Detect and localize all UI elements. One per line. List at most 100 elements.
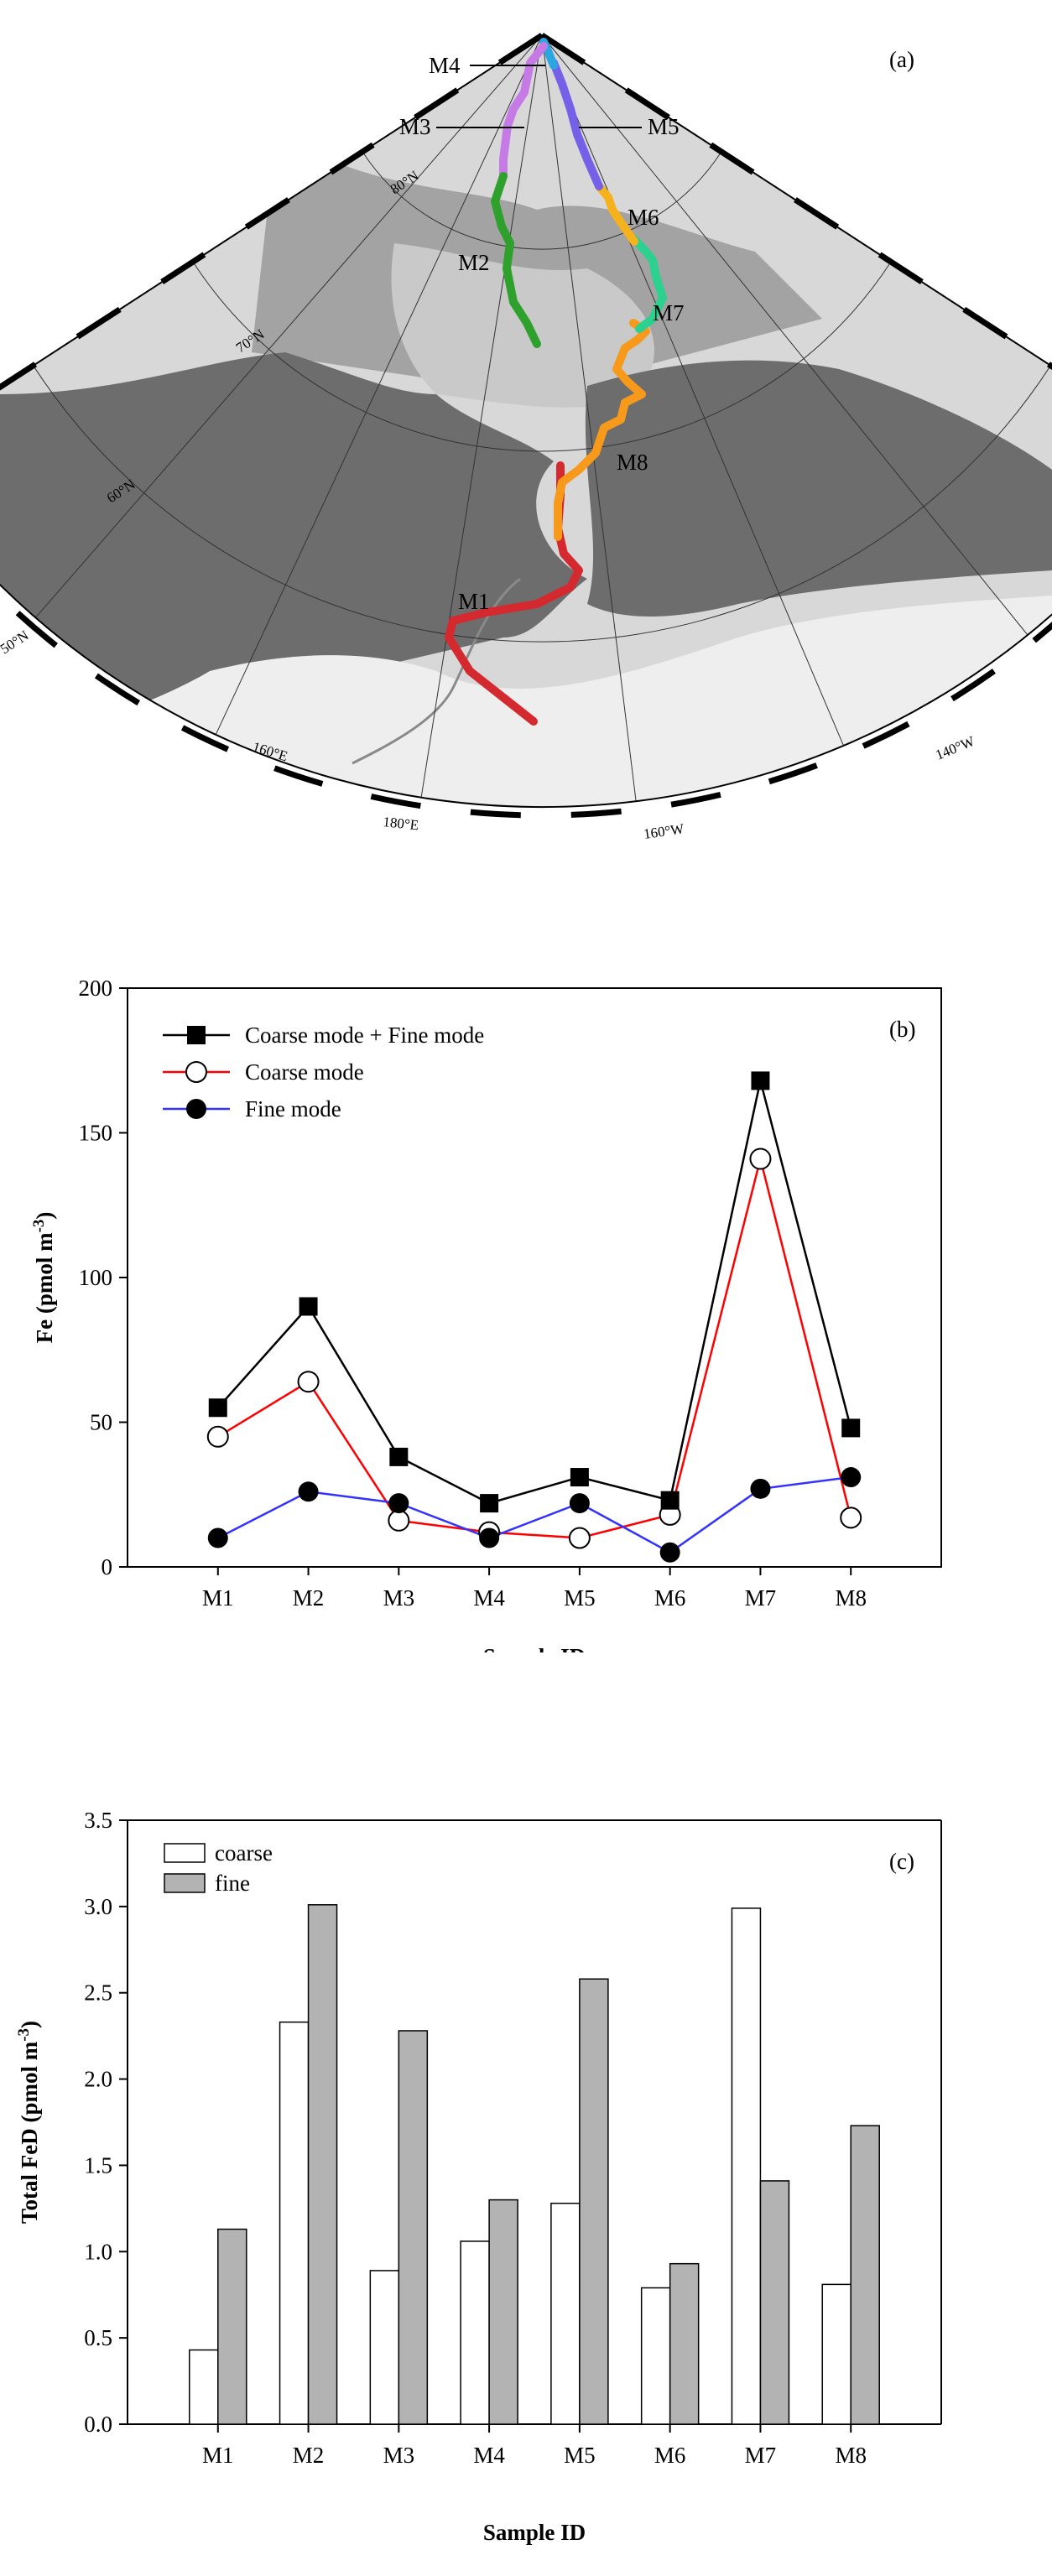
data-point-fine bbox=[298, 1481, 319, 1502]
map-land-west bbox=[0, 352, 587, 755]
x-tick-label: M4 bbox=[473, 2443, 505, 2468]
bar-fine bbox=[398, 2030, 429, 2425]
fed-bar-chart: 0.0 0.5 1.0 1.5 2.0 2.5 3.0 3.5 M1 M2 M3 M4 M5 M6 M7 M8… bbox=[15, 1808, 942, 2545]
y-tick-label: 150 bbox=[79, 1121, 113, 1146]
y-tick-label: 0.0 bbox=[84, 2412, 112, 2437]
bar-coarse bbox=[821, 2283, 851, 2425]
map-shelf bbox=[252, 126, 822, 394]
data-point-fine bbox=[388, 1493, 409, 1514]
map-border-stripe bbox=[0, 592, 1052, 819]
station-label-m3: M3 bbox=[399, 114, 431, 139]
map-meridian-line bbox=[215, 34, 543, 736]
bar-fine bbox=[307, 1904, 338, 2425]
data-point-total bbox=[570, 1468, 589, 1487]
data-point-total bbox=[751, 1071, 770, 1090]
bar-coarse bbox=[640, 2287, 671, 2425]
map-meridian-line bbox=[541, 34, 844, 747]
x-tick-label: M4 bbox=[473, 1585, 505, 1611]
data-point-total bbox=[208, 1398, 227, 1418]
y-tick-label: 0.5 bbox=[84, 2325, 112, 2350]
data-point-coarse bbox=[568, 1527, 591, 1549]
map-latitude-line bbox=[192, 261, 892, 452]
series-line-total bbox=[216, 1080, 852, 1505]
legend-label: Coarse mode + Fine mode bbox=[245, 1023, 484, 1048]
bar-coarse bbox=[550, 2202, 581, 2425]
legend-marker bbox=[186, 1099, 206, 1119]
fed-bar-chart-panel: 0.0 0.5 1.0 1.5 2.0 2.5 3.0 3.5 M1 M2 M3 M4 M5 M6 M7 M8… bbox=[0, 1778, 1052, 2567]
fe-line-chart-panel: 0 50 100 150 200 M1 M2 M3 M4 M5 M6 M7 M8 Coarse mode … bbox=[0, 965, 1052, 1669]
latitude-label: 50°N bbox=[0, 627, 31, 658]
x-tick-label: M6 bbox=[654, 2443, 686, 2468]
bar-fine bbox=[850, 2125, 880, 2425]
station-label-m6: M6 bbox=[628, 205, 659, 230]
longitude-label: 160°W bbox=[643, 820, 685, 842]
data-point-coarse bbox=[388, 1509, 410, 1532]
x-tick-label: M2 bbox=[293, 2443, 325, 2468]
x-tick-label: M1 bbox=[202, 2443, 234, 2468]
legend-marker bbox=[187, 1026, 206, 1044]
legend-swatch bbox=[164, 1843, 206, 1863]
track-segment-m6 bbox=[595, 182, 638, 246]
bar-coarse bbox=[189, 2349, 219, 2425]
y-tick-label: 3.5 bbox=[84, 1808, 112, 1833]
data-point-fine bbox=[659, 1542, 680, 1563]
data-point-total bbox=[480, 1494, 499, 1513]
legend-label: Fine mode bbox=[245, 1096, 341, 1121]
data-point-fine bbox=[841, 1467, 862, 1488]
track-segment-m2 bbox=[491, 172, 541, 348]
data-point-coarse bbox=[297, 1371, 320, 1393]
track-segment-m8 bbox=[554, 319, 650, 541]
data-point-fine bbox=[569, 1493, 590, 1514]
data-point-total bbox=[660, 1491, 680, 1510]
y-tick-label: 3.0 bbox=[84, 1894, 112, 1919]
map-border-stripe bbox=[0, 33, 544, 391]
x-tick-label: M7 bbox=[745, 1585, 777, 1611]
legend-marker bbox=[185, 1061, 207, 1083]
bar-fine bbox=[759, 2180, 790, 2425]
legend-swatch bbox=[164, 1873, 206, 1893]
station-label-m5: M5 bbox=[648, 114, 680, 139]
x-tick-label: M5 bbox=[564, 1585, 596, 1611]
track-segment-m7 bbox=[630, 235, 667, 333]
bar-coarse bbox=[369, 2270, 400, 2425]
map-latitude-line bbox=[33, 365, 1051, 643]
station-label-m7: M7 bbox=[653, 300, 685, 325]
data-point-total bbox=[389, 1447, 409, 1466]
station-label-m4: M4 bbox=[429, 53, 461, 78]
fe-line-chart: 0 50 100 150 200 M1 M2 M3 M4 M5 M6 M7 M8 Coarse mode … bbox=[30, 976, 942, 1669]
y-tick-label: 1.0 bbox=[84, 2239, 112, 2264]
data-point-total bbox=[299, 1297, 318, 1316]
bar-coarse bbox=[279, 2021, 310, 2425]
x-tick-label: M3 bbox=[383, 2443, 415, 2468]
x-tick-label: M8 bbox=[835, 1585, 867, 1611]
station-label-m2: M2 bbox=[458, 250, 490, 275]
x-tick-label: M7 bbox=[745, 2443, 777, 2468]
data-point-fine bbox=[479, 1527, 500, 1548]
panel-b-label: (b) bbox=[889, 1017, 915, 1042]
y-tick-label: 2.5 bbox=[84, 1980, 112, 2006]
panel-a-label: (a) bbox=[889, 47, 914, 72]
y-axis-label: Total FeD (pmol m-3) bbox=[15, 2021, 43, 2224]
station-label-m1: M1 bbox=[458, 589, 490, 614]
data-point-coarse bbox=[840, 1507, 862, 1529]
bar-coarse bbox=[731, 1907, 762, 2425]
legend-label: coarse bbox=[215, 1840, 273, 1866]
map-meridian-line bbox=[420, 34, 543, 798]
map-meridian-line bbox=[541, 34, 637, 802]
x-tick-label: M8 bbox=[835, 2443, 867, 2468]
map-frame bbox=[0, 34, 1052, 808]
map-panel: M4 M3 M5 M6 M2 M7 M8 M1 80°N 70°N 60°N 50°N 160°E 180… bbox=[0, 0, 1052, 898]
station-label-m8: M8 bbox=[617, 450, 648, 475]
bar-fine bbox=[217, 2228, 247, 2425]
legend-label: fine bbox=[215, 1871, 250, 1896]
map-shelf-light bbox=[391, 243, 654, 408]
x-axis-label: Sample ID bbox=[483, 1644, 586, 1652]
track-segment-m3 bbox=[499, 42, 548, 180]
map-latitude-line bbox=[362, 151, 722, 250]
x-tick-label: M2 bbox=[293, 1585, 325, 1611]
x-axis-label: Sample ID bbox=[483, 2520, 586, 2545]
map-border-stripe bbox=[540, 33, 1052, 371]
data-point-fine bbox=[750, 1478, 771, 1499]
bar-fine bbox=[669, 2262, 700, 2425]
